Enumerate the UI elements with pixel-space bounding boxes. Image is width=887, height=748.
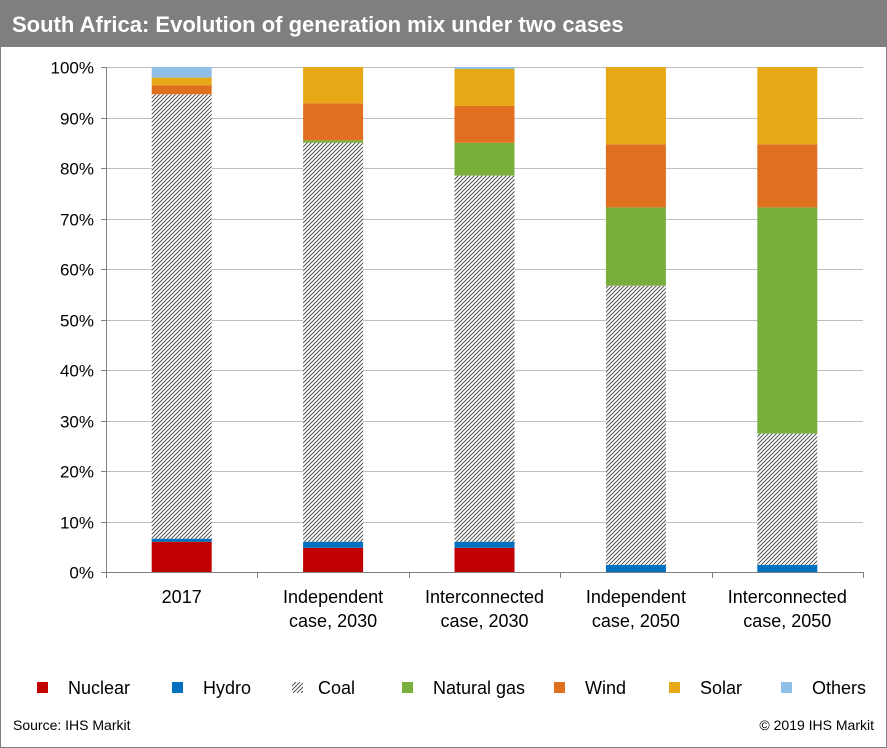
copyright-note: © 2019 IHS Markit	[759, 717, 874, 733]
legend-label: Nuclear	[68, 678, 130, 698]
bar-segment-solar	[605, 67, 666, 145]
bar-segment-hydro	[303, 541, 364, 548]
y-tick-label: 10%	[60, 514, 94, 533]
legend-swatch-nuclear	[37, 682, 48, 693]
bar-segment-nuclear	[454, 547, 515, 572]
x-tick-label: Independent	[586, 587, 686, 607]
bar-segment-hydro	[605, 564, 666, 572]
y-tick-label: 90%	[60, 110, 94, 129]
legend-label: Solar	[700, 678, 742, 698]
bar-segment-coal	[303, 142, 364, 542]
bar-segment-natural-gas	[454, 142, 515, 176]
bar-segment-natural-gas	[757, 207, 818, 434]
bar-segment-wind	[605, 144, 666, 208]
bar-segment-natural-gas	[303, 140, 364, 143]
bar-segment-coal	[454, 175, 515, 542]
legend-swatch-wind	[554, 682, 565, 693]
bar-segment-solar	[151, 77, 212, 86]
bar-segment-hydro	[757, 564, 818, 572]
legend-label: Wind	[585, 678, 626, 698]
x-tick-label: case, 2030	[440, 611, 528, 631]
bar-segment-wind	[757, 144, 818, 208]
bar-segment-nuclear	[151, 541, 212, 572]
bar-segment-hydro	[454, 541, 515, 548]
y-tick-label: 70%	[60, 211, 94, 230]
x-tick-label: Interconnected	[728, 587, 847, 607]
bar-segment-wind	[454, 105, 515, 143]
x-tick-label: Independent	[283, 587, 383, 607]
legend-label: Others	[812, 678, 866, 698]
y-tick-label: 0%	[69, 564, 94, 583]
bar-segment-coal	[605, 285, 666, 565]
y-tick-label: 30%	[60, 413, 94, 432]
y-tick-label: 80%	[60, 160, 94, 179]
bar-segment-hydro	[151, 538, 212, 542]
legend-swatch-others	[781, 682, 792, 693]
x-tick-label: 2017	[162, 587, 202, 607]
legend-label: Natural gas	[433, 678, 525, 698]
bar-segment-wind	[151, 85, 212, 95]
bar-segment-solar	[303, 67, 364, 104]
bar-segment-nuclear	[303, 547, 364, 572]
bar-segment-others	[454, 67, 515, 70]
legend-swatch-natural-gas	[402, 682, 413, 693]
x-tick-label: case, 2030	[289, 611, 377, 631]
bar-segment-solar	[454, 69, 515, 106]
bar-segment-coal	[757, 433, 818, 565]
bar-segment-solar	[757, 67, 818, 145]
legend-swatch-hydro	[172, 682, 183, 693]
bar-segment-wind	[303, 103, 364, 141]
y-tick-label: 40%	[60, 362, 94, 381]
legend-label: Hydro	[203, 678, 251, 698]
x-tick-label: case, 2050	[592, 611, 680, 631]
title-bar: South Africa: Evolution of generation mi…	[1, 1, 886, 47]
source-note: Source: IHS Markit	[13, 717, 131, 733]
bar-segment-natural-gas	[605, 207, 666, 286]
bar-segment-others	[151, 67, 212, 78]
y-tick-label: 60%	[60, 261, 94, 280]
y-tick-label: 100%	[51, 59, 94, 78]
x-tick-label: Interconnected	[425, 587, 544, 607]
y-tick-label: 50%	[60, 312, 94, 331]
chart-title: South Africa: Evolution of generation mi…	[12, 12, 624, 37]
legend-swatch-solar	[669, 682, 680, 693]
legend-label: Coal	[318, 678, 355, 698]
legend-swatch-coal	[292, 682, 303, 693]
x-tick-label: case, 2050	[743, 611, 831, 631]
bar-segment-coal	[151, 94, 212, 539]
y-tick-label: 20%	[60, 463, 94, 482]
